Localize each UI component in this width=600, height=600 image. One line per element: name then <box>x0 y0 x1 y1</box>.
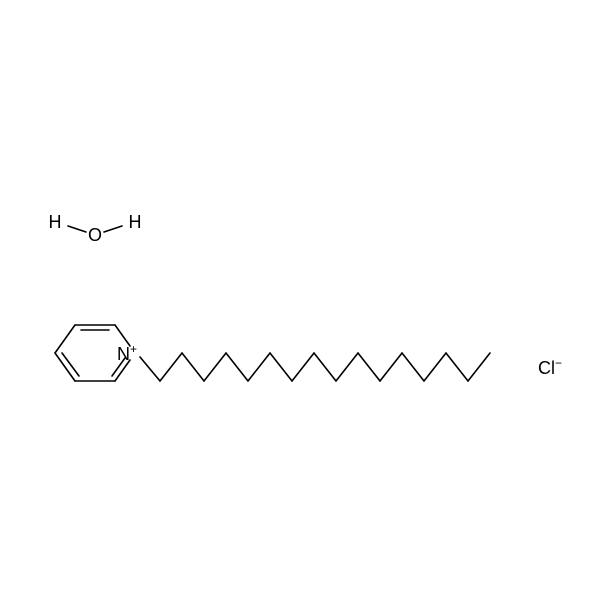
chemical-structure-diagram: O H H N+ Cl− <box>0 0 600 600</box>
chloride-label: Cl− <box>538 357 562 377</box>
nitrogen-charge: + <box>130 342 137 356</box>
water-oxygen-label: O <box>88 226 102 244</box>
chloride-charge: − <box>555 356 562 370</box>
water-hydrogen-left-label: H <box>49 213 62 231</box>
chloride-symbol: Cl <box>538 358 555 378</box>
bonds-svg <box>0 0 600 600</box>
pyridinium-nitrogen-label: N+ <box>117 343 137 363</box>
nitrogen-symbol: N <box>117 344 130 364</box>
water-hydrogen-right-label: H <box>129 213 142 231</box>
